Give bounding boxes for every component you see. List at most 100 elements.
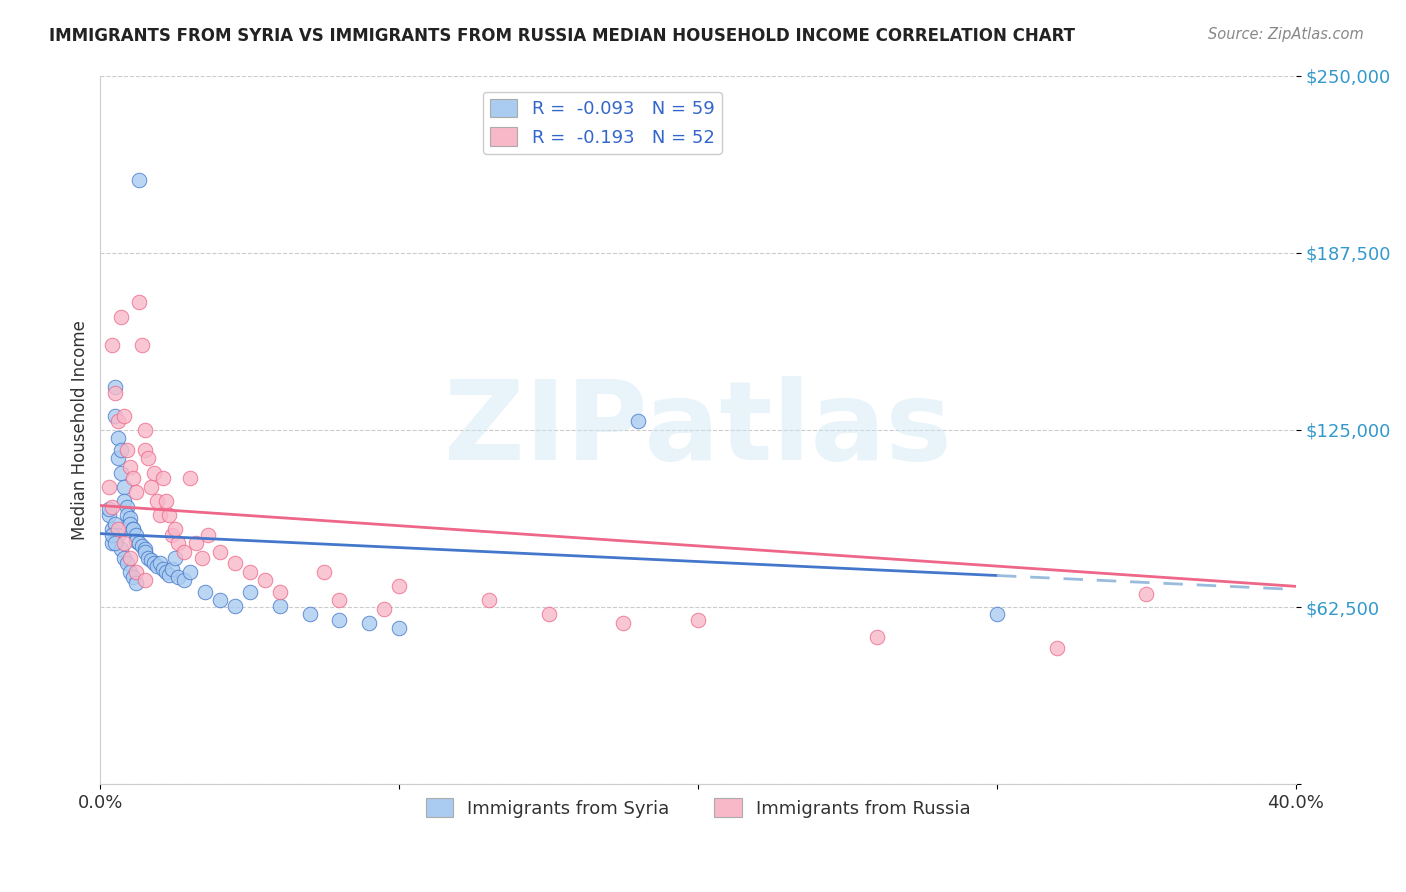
Point: [160, 528, 183, 542]
Point: [110, 542, 132, 557]
Point: [141, 553, 163, 567]
Point: [298, 607, 321, 622]
Point: [101, 528, 124, 542]
Point: [184, 536, 207, 550]
Point: [112, 494, 135, 508]
Point: [173, 545, 195, 559]
Point: [125, 485, 148, 500]
Point: [179, 471, 201, 485]
Point: [1046, 641, 1069, 656]
Point: [179, 565, 201, 579]
Point: [117, 508, 139, 522]
Point: [197, 528, 219, 542]
Point: [122, 522, 145, 536]
Point: [101, 536, 124, 550]
Point: [101, 522, 124, 536]
Point: [120, 459, 142, 474]
Point: [110, 466, 132, 480]
Point: [146, 559, 169, 574]
Point: [125, 565, 148, 579]
Point: [388, 622, 411, 636]
Point: [112, 536, 135, 550]
Point: [110, 310, 132, 324]
Point: [191, 550, 214, 565]
Point: [125, 528, 148, 542]
Point: [122, 522, 145, 536]
Point: [328, 593, 350, 607]
Point: [224, 599, 246, 613]
Point: [359, 615, 381, 630]
Point: [146, 494, 169, 508]
Point: [125, 576, 148, 591]
Point: [328, 613, 350, 627]
Text: ZIPatlas: ZIPatlas: [444, 376, 952, 483]
Point: [143, 466, 166, 480]
Point: [173, 574, 195, 588]
Point: [208, 545, 231, 559]
Point: [149, 556, 172, 570]
Point: [128, 295, 150, 310]
Point: [1135, 587, 1157, 601]
Point: [120, 550, 142, 565]
Point: [112, 550, 135, 565]
Point: [136, 451, 159, 466]
Legend: Immigrants from Syria, Immigrants from Russia: Immigrants from Syria, Immigrants from R…: [419, 791, 977, 825]
Point: [122, 570, 145, 584]
Point: [167, 570, 190, 584]
Point: [314, 565, 336, 579]
Point: [120, 516, 142, 531]
Point: [107, 522, 129, 536]
Y-axis label: Median Household Income: Median Household Income: [72, 320, 89, 540]
Point: [208, 593, 231, 607]
Point: [117, 500, 139, 514]
Point: [269, 599, 291, 613]
Point: [134, 423, 156, 437]
Point: [98, 508, 121, 522]
Point: [866, 630, 889, 644]
Point: [141, 480, 163, 494]
Point: [478, 593, 501, 607]
Point: [165, 550, 187, 565]
Point: [155, 565, 177, 579]
Point: [986, 607, 1008, 622]
Point: [149, 508, 172, 522]
Point: [125, 533, 148, 548]
Point: [117, 556, 139, 570]
Point: [122, 471, 145, 485]
Point: [101, 338, 124, 352]
Point: [165, 522, 187, 536]
Point: [134, 574, 156, 588]
Point: [98, 502, 121, 516]
Point: [239, 565, 262, 579]
Text: IMMIGRANTS FROM SYRIA VS IMMIGRANTS FROM RUSSIA MEDIAN HOUSEHOLD INCOME CORRELAT: IMMIGRANTS FROM SYRIA VS IMMIGRANTS FROM…: [49, 27, 1076, 45]
Point: [269, 584, 291, 599]
Point: [160, 562, 183, 576]
Point: [107, 432, 129, 446]
Point: [136, 550, 159, 565]
Point: [128, 536, 150, 550]
Point: [167, 536, 190, 550]
Point: [152, 562, 174, 576]
Point: [98, 480, 121, 494]
Point: [112, 409, 135, 423]
Point: [143, 556, 166, 570]
Point: [239, 584, 262, 599]
Point: [120, 511, 142, 525]
Text: Source: ZipAtlas.com: Source: ZipAtlas.com: [1208, 27, 1364, 42]
Point: [373, 601, 395, 615]
Point: [104, 536, 127, 550]
Point: [120, 565, 142, 579]
Point: [117, 442, 139, 457]
Point: [155, 494, 177, 508]
Point: [194, 584, 217, 599]
Point: [686, 613, 709, 627]
Point: [157, 567, 180, 582]
Point: [104, 386, 127, 401]
Point: [128, 173, 150, 187]
Point: [224, 556, 246, 570]
Point: [104, 409, 127, 423]
Point: [152, 471, 174, 485]
Point: [131, 338, 153, 352]
Point: [104, 516, 127, 531]
Point: [537, 607, 560, 622]
